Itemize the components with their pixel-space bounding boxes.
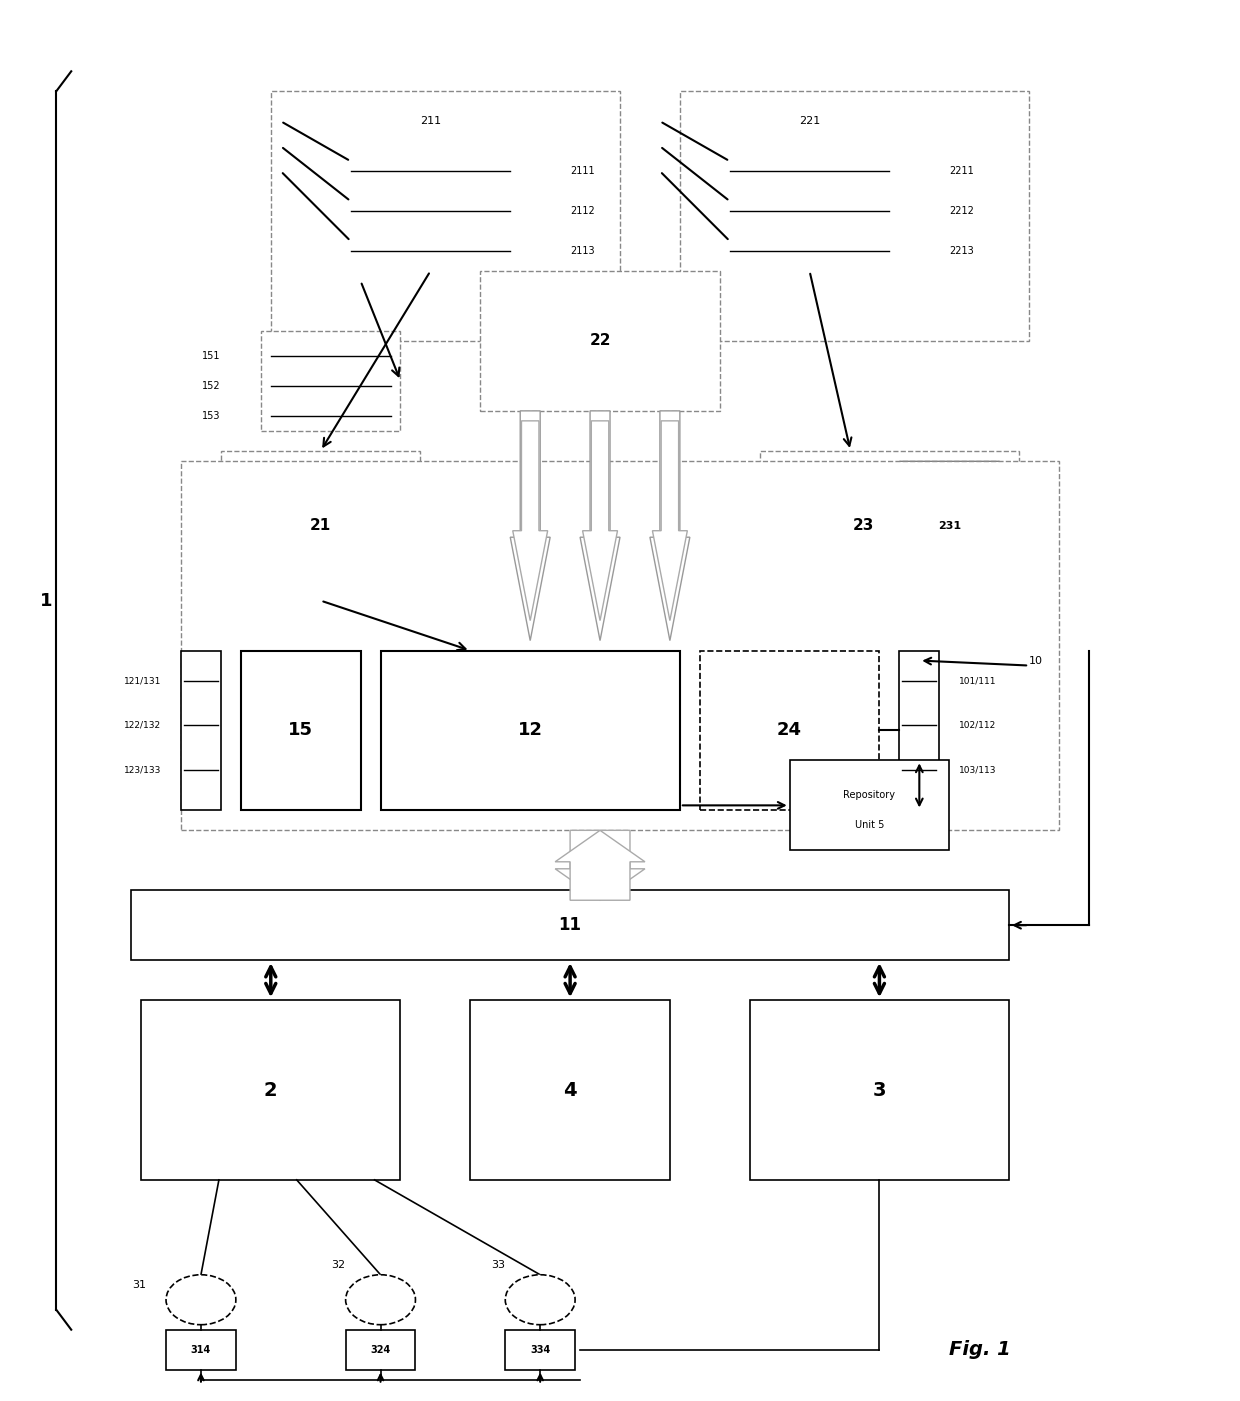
Polygon shape xyxy=(556,831,645,901)
Text: 103/113: 103/113 xyxy=(960,766,997,775)
Text: 2: 2 xyxy=(264,1080,278,1100)
Text: 33: 33 xyxy=(491,1259,505,1269)
Text: 2111: 2111 xyxy=(570,167,595,177)
Text: 123/133: 123/133 xyxy=(124,766,161,775)
Text: 2212: 2212 xyxy=(950,206,975,216)
Text: 231: 231 xyxy=(937,521,961,531)
FancyBboxPatch shape xyxy=(260,331,401,432)
FancyBboxPatch shape xyxy=(899,461,999,591)
FancyBboxPatch shape xyxy=(790,761,950,850)
FancyBboxPatch shape xyxy=(221,451,420,601)
FancyBboxPatch shape xyxy=(341,142,521,270)
Ellipse shape xyxy=(346,1275,415,1325)
Text: 324: 324 xyxy=(371,1345,391,1355)
FancyBboxPatch shape xyxy=(346,1330,415,1370)
FancyBboxPatch shape xyxy=(270,91,620,340)
Polygon shape xyxy=(580,410,620,640)
Text: 221: 221 xyxy=(799,116,820,126)
Polygon shape xyxy=(513,420,548,621)
Text: 151: 151 xyxy=(202,350,221,361)
FancyBboxPatch shape xyxy=(181,461,1059,831)
Text: 11: 11 xyxy=(558,916,582,934)
FancyBboxPatch shape xyxy=(505,1330,575,1370)
Text: 102/112: 102/112 xyxy=(960,722,997,730)
FancyBboxPatch shape xyxy=(181,650,221,810)
Polygon shape xyxy=(583,420,618,621)
Ellipse shape xyxy=(166,1275,236,1325)
Text: 314: 314 xyxy=(191,1345,211,1355)
FancyBboxPatch shape xyxy=(470,1000,670,1180)
FancyBboxPatch shape xyxy=(680,91,1029,340)
Ellipse shape xyxy=(505,1275,575,1325)
Text: 22: 22 xyxy=(589,333,611,349)
Text: Fig. 1: Fig. 1 xyxy=(950,1341,1011,1359)
Polygon shape xyxy=(652,420,687,621)
Text: 32: 32 xyxy=(331,1259,346,1269)
Text: Unit 5: Unit 5 xyxy=(854,821,884,831)
Text: 2213: 2213 xyxy=(950,247,973,256)
FancyBboxPatch shape xyxy=(760,451,1019,601)
FancyBboxPatch shape xyxy=(141,1000,401,1180)
Text: 31: 31 xyxy=(133,1279,146,1290)
Text: 21: 21 xyxy=(310,518,331,534)
Text: 23: 23 xyxy=(853,518,874,534)
Text: 2113: 2113 xyxy=(570,247,595,256)
Text: 211: 211 xyxy=(420,116,441,126)
FancyBboxPatch shape xyxy=(699,650,879,810)
Text: 334: 334 xyxy=(529,1345,551,1355)
FancyBboxPatch shape xyxy=(750,1000,1009,1180)
Polygon shape xyxy=(650,410,689,640)
Text: 153: 153 xyxy=(202,410,221,420)
Text: 24: 24 xyxy=(777,722,802,740)
Text: 2211: 2211 xyxy=(950,167,973,177)
Text: Repository: Repository xyxy=(843,790,895,800)
Polygon shape xyxy=(510,410,551,640)
Text: 10: 10 xyxy=(1029,656,1043,665)
Text: 121/131: 121/131 xyxy=(124,677,161,685)
FancyBboxPatch shape xyxy=(899,650,939,810)
Polygon shape xyxy=(556,831,645,901)
Text: 1: 1 xyxy=(40,591,52,609)
FancyBboxPatch shape xyxy=(241,650,361,810)
FancyBboxPatch shape xyxy=(381,650,680,810)
Text: 152: 152 xyxy=(202,381,221,391)
FancyBboxPatch shape xyxy=(131,890,1009,960)
FancyBboxPatch shape xyxy=(480,270,719,410)
Text: 2112: 2112 xyxy=(570,206,595,216)
Text: 101/111: 101/111 xyxy=(960,677,997,685)
Text: 4: 4 xyxy=(563,1080,577,1100)
Text: 15: 15 xyxy=(288,722,314,740)
Text: 3: 3 xyxy=(873,1080,887,1100)
FancyBboxPatch shape xyxy=(166,1330,236,1370)
Text: 122/132: 122/132 xyxy=(124,722,161,730)
FancyBboxPatch shape xyxy=(719,142,899,270)
Text: 12: 12 xyxy=(518,722,543,740)
